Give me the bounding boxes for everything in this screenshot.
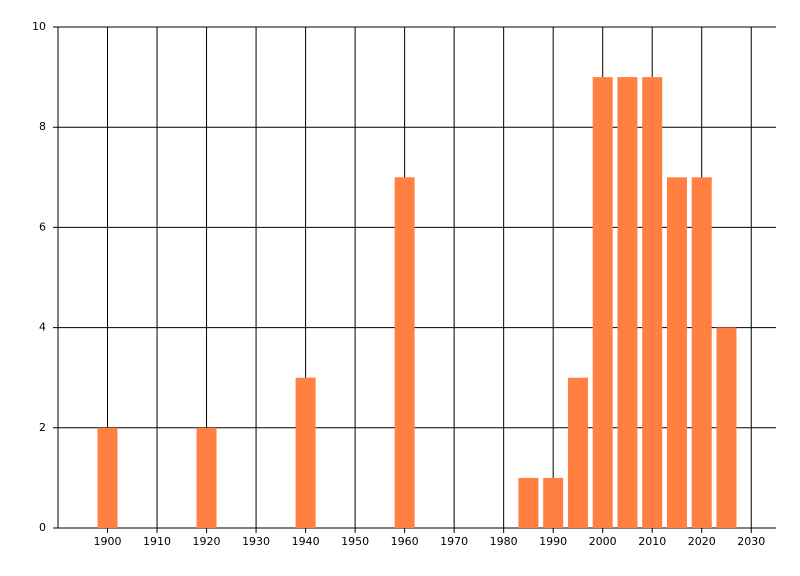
bar [642,77,663,528]
x-tick-label: 2020 [688,535,716,548]
bar [567,377,588,528]
x-tick-label: 1980 [490,535,518,548]
x-tick-label: 1990 [539,535,567,548]
x-tick-label: 1970 [440,535,468,548]
bar [97,427,118,528]
bar [196,427,217,528]
x-tick-label: 1920 [193,535,221,548]
y-tick-label: 0 [39,521,46,534]
bar [518,477,539,528]
y-tick-label: 4 [39,321,46,334]
x-tick-label: 2030 [737,535,765,548]
y-tick-label: 2 [39,421,46,434]
x-tick-label: 1960 [391,535,419,548]
bar [295,377,316,528]
bar [666,177,687,529]
bar [617,77,638,528]
bar [543,477,564,528]
x-tick-label: 1900 [94,535,122,548]
y-tick-label: 10 [32,20,46,33]
x-tick-label: 1950 [341,535,369,548]
x-tick-label: 1930 [242,535,270,548]
y-tick-label: 8 [39,120,46,133]
x-tick-label: 2000 [589,535,617,548]
bar [691,177,712,529]
x-tick-label: 1940 [292,535,320,548]
bar [592,77,613,528]
bar [394,177,415,529]
x-tick-label: 1910 [143,535,171,548]
bar [716,327,737,528]
x-tick-label: 2010 [638,535,666,548]
y-tick-label: 6 [39,220,46,233]
